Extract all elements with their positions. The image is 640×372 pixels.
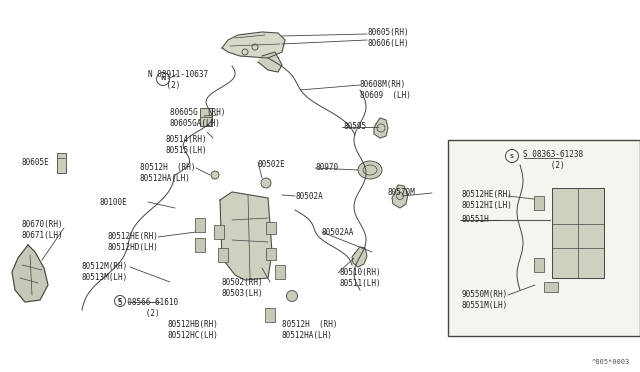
Text: 80970: 80970 (316, 163, 339, 172)
Text: 80670(RH)
80671(LH): 80670(RH) 80671(LH) (22, 220, 63, 240)
Bar (218, 248, 228, 262)
Text: 80605(RH)
80606(LH): 80605(RH) 80606(LH) (368, 28, 410, 48)
Bar (266, 222, 276, 234)
Text: 80512HE(RH)
80512HI(LH): 80512HE(RH) 80512HI(LH) (462, 190, 513, 210)
Text: 80502AA: 80502AA (322, 228, 355, 237)
Bar (195, 238, 205, 252)
Text: 80551H: 80551H (462, 215, 490, 224)
Polygon shape (374, 118, 388, 138)
Bar (534, 196, 544, 210)
Text: S 08363-61238
      (2): S 08363-61238 (2) (523, 150, 583, 170)
Bar (544, 282, 558, 292)
Text: 80514(RH)
80515(LH): 80514(RH) 80515(LH) (165, 135, 207, 155)
Text: 80512HE(RH)
80512HD(LH): 80512HE(RH) 80512HD(LH) (108, 232, 159, 252)
Polygon shape (352, 247, 367, 267)
Bar (200, 108, 212, 126)
Bar (266, 248, 276, 260)
Polygon shape (222, 32, 285, 58)
Circle shape (211, 171, 219, 179)
Circle shape (261, 178, 271, 188)
Text: 80512HB(RH)
80512HC(LH): 80512HB(RH) 80512HC(LH) (168, 320, 219, 340)
Bar (265, 308, 275, 322)
Text: 80512H  (RH)
80512HA(LH): 80512H (RH) 80512HA(LH) (140, 163, 195, 183)
Text: 90550M(RH)
80551M(LH): 90550M(RH) 80551M(LH) (462, 290, 508, 310)
Text: S: S (118, 298, 122, 304)
Polygon shape (12, 245, 48, 302)
Text: 80100E: 80100E (100, 198, 128, 207)
Text: 80595: 80595 (343, 122, 366, 131)
Polygon shape (258, 52, 282, 72)
Text: 80512H  (RH)
80512HA(LH): 80512H (RH) 80512HA(LH) (282, 320, 337, 340)
Bar (195, 218, 205, 232)
Bar (275, 265, 285, 279)
Bar (57, 153, 66, 173)
Bar (214, 225, 224, 239)
Polygon shape (220, 192, 272, 280)
Text: 80502(RH)
80503(LH): 80502(RH) 80503(LH) (222, 278, 264, 298)
Bar (552, 188, 604, 278)
Text: ^805*0003: ^805*0003 (592, 359, 630, 365)
Text: 80502A: 80502A (295, 192, 323, 201)
Text: 80605E: 80605E (22, 158, 50, 167)
Text: S 08566-61610
      (2): S 08566-61610 (2) (118, 298, 178, 318)
Text: 80608M(RH)
80609  (LH): 80608M(RH) 80609 (LH) (360, 80, 411, 100)
Text: 80502E: 80502E (258, 160, 285, 169)
Text: N: N (160, 77, 166, 81)
Polygon shape (392, 185, 408, 208)
Bar (448, 140, 640, 336)
Circle shape (287, 291, 298, 301)
Text: 80605G  (RH)
80605GA(LH): 80605G (RH) 80605GA(LH) (170, 108, 225, 128)
Text: 80510(RH)
80511(LH): 80510(RH) 80511(LH) (340, 268, 381, 288)
Ellipse shape (358, 161, 382, 179)
Text: 80570M: 80570M (388, 188, 416, 197)
Text: S: S (510, 154, 514, 158)
Bar (534, 258, 544, 272)
Text: N 08911-10637
    (2): N 08911-10637 (2) (148, 70, 208, 90)
Text: 80512M(RH)
80513M(LH): 80512M(RH) 80513M(LH) (82, 262, 128, 282)
